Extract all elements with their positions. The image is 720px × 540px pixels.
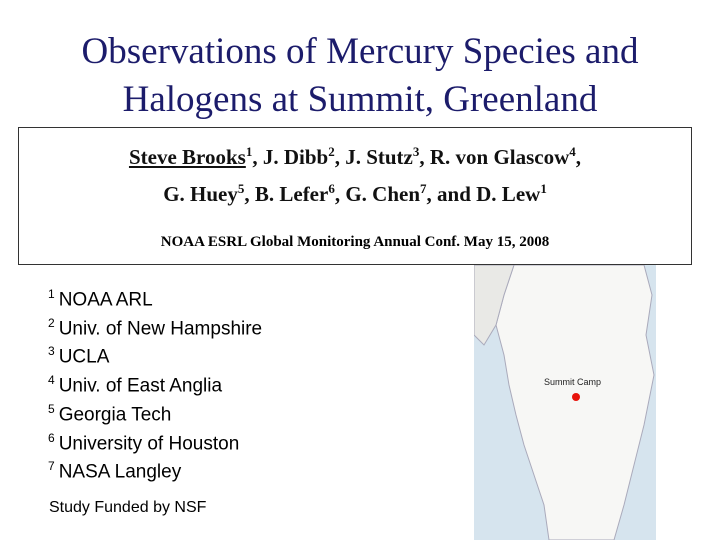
author-name: G. Chen: [345, 182, 421, 206]
author-sep: , and: [426, 182, 477, 206]
author-sep: ,: [334, 182, 346, 206]
affiliation-num: 6: [48, 430, 55, 445]
author-sup: 6: [328, 181, 335, 196]
affiliation-name: UCLA: [58, 346, 110, 368]
affiliation-name: NOAA ARL: [58, 289, 153, 311]
affiliation-num: 4: [48, 373, 55, 388]
author-sep: ,: [252, 145, 263, 169]
affiliation-num: 1: [48, 287, 55, 301]
author-line: Steve Brooks1, J. Dibb2, J. Stutz3, R. v…: [19, 144, 691, 170]
title: Observations of Mercury Species and: [81, 31, 639, 72]
affiliation: 1 NOAA ARL: [48, 287, 153, 311]
author-sup: 5: [237, 181, 245, 196]
affiliation-num: 2: [48, 315, 55, 330]
map: Summit Camp: [474, 265, 656, 540]
author-sep: ,: [244, 182, 255, 206]
author-sup: 2: [328, 144, 335, 159]
affiliation-num: 3: [48, 344, 55, 359]
author-name: G. Huey: [163, 182, 238, 206]
greenland: [495, 265, 655, 540]
title: Halogens at Summit, Greenland: [122, 79, 598, 120]
affiliation-name: University of Houston: [58, 432, 240, 454]
affiliation: 4 Univ. of East Anglia: [48, 373, 222, 397]
affiliation-name: Univ. of New Hampshire: [58, 318, 263, 340]
author-name: R. von Glascow: [429, 145, 570, 169]
affiliation: 5 Georgia Tech: [48, 402, 171, 426]
author-sup: 7: [420, 181, 427, 196]
author-name: J. Dibb: [262, 145, 329, 169]
author-name: D. Lew: [476, 182, 541, 206]
author-line: G. Huey5, B. Lefer6, G. Chen7, and D. Le…: [19, 181, 691, 207]
author-sep: ,: [419, 145, 430, 169]
affiliation-name: NASA Langley: [58, 461, 182, 483]
affiliation: 6 University of Houston: [48, 431, 239, 455]
land: [474, 265, 515, 346]
affiliation: 3 UCLA: [48, 344, 109, 368]
author-sup: 3: [412, 144, 420, 159]
author-name: Steve Brooks: [128, 145, 246, 169]
author-sup: 1: [245, 144, 253, 159]
affiliation-name: Georgia Tech: [58, 404, 172, 426]
author-name: B. Lefer: [254, 182, 329, 206]
funding: Study Funded by NSF: [49, 499, 207, 516]
author-sep: ,: [334, 145, 346, 169]
affiliation: 7 NASA Langley: [48, 459, 181, 483]
author-sup: 4: [569, 144, 576, 159]
map-label: Summit Camp: [544, 377, 601, 387]
affiliation: 2 Univ. of New Hampshire: [48, 316, 262, 340]
affiliation-num: 5: [48, 401, 55, 416]
author-name: J. Stutz: [345, 145, 413, 169]
summit-marker: [572, 393, 580, 401]
affiliation-name: Univ. of East Anglia: [58, 375, 223, 397]
author-box: Steve Brooks1, J. Dibb2, J. Stutz3, R. v…: [18, 127, 692, 265]
author-sep: ,: [575, 145, 582, 169]
author-sup: 1: [540, 181, 547, 196]
affiliation-num: 7: [48, 459, 55, 474]
conference: NOAA ESRL Global Monitoring Annual Conf.…: [160, 234, 550, 250]
